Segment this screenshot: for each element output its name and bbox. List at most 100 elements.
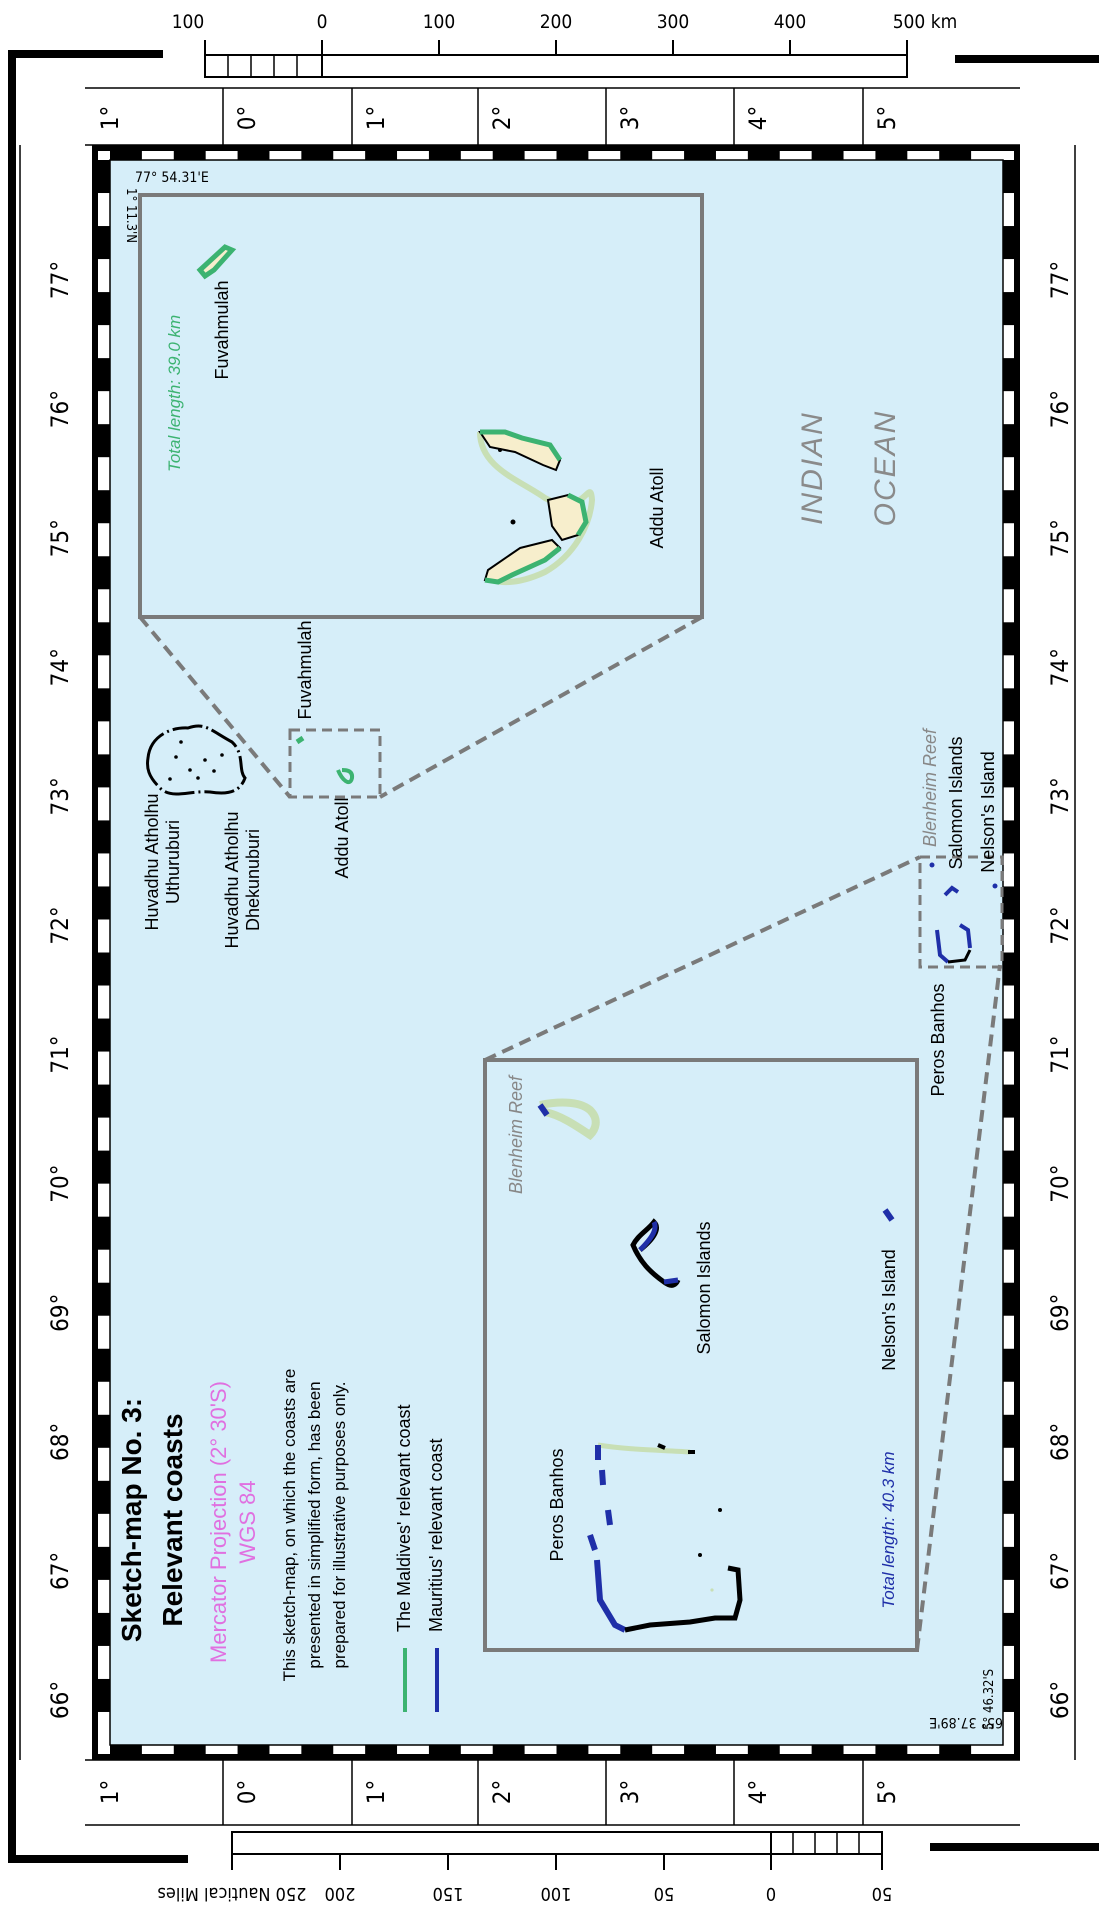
lon-label-left: 73°: [46, 777, 74, 815]
maldives-inset: Fuvahmulah Addu Atoll Total length: 39.0…: [138, 193, 704, 799]
lat-label-top: 5°: [873, 106, 901, 131]
ocean-label-1: INDIAN: [796, 411, 829, 525]
peros-banhos-shape: [587, 1442, 743, 1633]
map-title-1: Sketch-map No. 3:: [116, 1398, 147, 1642]
nm-tick-5: 0: [766, 1883, 776, 1904]
latitude-strip-bottom: 1° 0° 1° 2° 3° 4° 5°: [85, 1759, 1020, 1826]
lat-label-bottom: 1°: [362, 1780, 390, 1805]
lat-label-bottom: 0°: [233, 1780, 261, 1805]
maldives-total-length: Total length: 39.0 km: [165, 315, 184, 472]
inset-label-nelson: Nelson's Island: [879, 1249, 899, 1371]
longitude-strip-left: 66° 67° 68° 69° 70° 71° 72° 73° 74° 75° 76° 77°: [19, 145, 74, 1760]
label-peros: Peros Banhos: [928, 983, 948, 1096]
lat-label-bottom: 1°: [96, 1780, 124, 1805]
lon-label-left: 74°: [46, 648, 74, 686]
label-huvadhu-south-1: Huvadhu Atholhu: [222, 811, 242, 948]
nelsons-island-shape: [882, 1208, 895, 1222]
inset-label-fuvahmulah: Fuvahmulah: [212, 280, 232, 379]
blenheim-reef-shape: [537, 1098, 600, 1141]
note-line-2: presented in simplified form, has been: [305, 1381, 324, 1668]
lat-label-top: 4°: [744, 106, 772, 131]
km-tick-0: 100: [172, 11, 205, 33]
label-huvadhu-north-1: Huvadhu Atholhu: [142, 793, 162, 930]
km-tick-5: 400: [774, 11, 807, 33]
chagos-main: [918, 855, 1004, 969]
corner-lon-bottom-right: 65° 37.89'E: [929, 1714, 1003, 1730]
lon-label-left: 67°: [46, 1552, 74, 1590]
lon-label-left: 69°: [46, 1294, 74, 1332]
lat-label-top: 2°: [488, 106, 516, 131]
datum-label: WGS 84: [235, 1480, 260, 1563]
label-salomon: Salomon Islands: [946, 736, 966, 869]
nm-tick-1: 200: [325, 1883, 356, 1904]
label-fuvahmulah: Fuvahmulah: [295, 620, 315, 719]
label-huvadhu-south-2: Dhekunuburi: [243, 829, 263, 931]
legend: The Maldives' relevant coast Mauritius' …: [394, 1404, 446, 1712]
km-tick-6: 500 km: [893, 11, 958, 33]
lon-label-left: 72°: [46, 906, 74, 944]
legend-label-maldives: The Maldives' relevant coast: [394, 1404, 414, 1632]
lat-label-bottom: 3°: [616, 1780, 644, 1805]
chagos-total-length: Total length: 40.3 km: [879, 1451, 898, 1608]
inset-label-peros: Peros Banhos: [547, 1448, 567, 1561]
huvadhu-atoll: [146, 724, 247, 796]
lat-label-top: 3°: [616, 106, 644, 131]
lon-label-right: 77°: [1046, 261, 1074, 299]
corner-lon-top-left: 77° 54.31'E: [135, 170, 209, 186]
nm-tick-6: 50: [872, 1883, 893, 1904]
corner-lat-top-left: 1° 11.3'N: [123, 188, 138, 243]
note-line-3: prepared for illustrative purposes only.: [330, 1382, 349, 1669]
legend-label-mauritius: Mauritius' relevant coast: [426, 1438, 446, 1632]
lat-label-bottom: 2°: [488, 1780, 516, 1805]
nm-tick-4: 50: [654, 1883, 675, 1904]
title-block: Sketch-map No. 3: Relevant coasts Mercat…: [116, 1369, 349, 1682]
lon-label-right: 73°: [1046, 777, 1074, 815]
salomon-islands-shape: [630, 1218, 681, 1288]
lat-label-bottom: 5°: [873, 1780, 901, 1805]
inset-label-salomon: Salomon Islands: [694, 1221, 714, 1354]
maldives-inset-locator: [288, 728, 382, 799]
longitude-strip-right: 66° 67° 68° 69° 70° 71° 72° 73° 74° 75° 76° 77°: [1046, 145, 1076, 1760]
label-nelson: Nelson's Island: [978, 751, 998, 873]
label-addu: Addu Atoll: [332, 797, 352, 878]
addu-marker: [336, 768, 355, 785]
map-title-2: Relevant coasts: [157, 1413, 188, 1626]
km-tick-2: 100: [423, 11, 456, 33]
label-blenheim: Blenheim Reef: [920, 727, 940, 847]
lat-label-top: 1°: [362, 106, 390, 131]
km-tick-4: 300: [657, 11, 690, 33]
fuvahmulah-marker: [295, 735, 305, 745]
lat-label-top: 0°: [233, 106, 261, 131]
lon-label-right: 66°: [1046, 1681, 1074, 1719]
chagos-inset: Blenheim Reef Salomon Islands Nelson's I…: [483, 855, 1002, 1652]
km-scale-bar: 100 0 100 200 300 400 500 km: [172, 11, 958, 78]
projection-label: Mercator Projection (2° 30'S): [206, 1381, 231, 1663]
km-tick-1: 0: [317, 11, 328, 33]
corner-lat-bottom-right: 5° 46.32'S: [982, 1669, 997, 1730]
lon-label-right: 72°: [1046, 906, 1074, 944]
lon-label-left: 66°: [46, 1681, 74, 1719]
lon-label-left: 76°: [46, 390, 74, 428]
ocean-label-2: OCEAN: [869, 410, 902, 527]
fuvahmulah-island: [196, 244, 237, 280]
lon-label-right: 68°: [1046, 1423, 1074, 1461]
inset-label-blenheim: Blenheim Reef: [506, 1074, 526, 1194]
lon-label-left: 70°: [46, 1165, 74, 1203]
lon-label-right: 71°: [1046, 1035, 1074, 1073]
nm-tick-0: 250 Nautical Miles: [157, 1883, 306, 1904]
lon-label-right: 67°: [1046, 1552, 1074, 1590]
chagos-inset-locator: [918, 855, 1004, 969]
lon-label-left: 71°: [46, 1035, 74, 1073]
lon-label-right: 76°: [1046, 390, 1074, 428]
label-huvadhu-north-2: Uthuruburi: [163, 820, 183, 904]
nm-scale-bar: 250 Nautical Miles 200 150 100 50 0 50: [157, 1831, 893, 1904]
inset-label-addu: Addu Atoll: [647, 467, 667, 548]
lon-label-left: 75°: [46, 519, 74, 557]
km-tick-3: 200: [540, 11, 573, 33]
lat-label-bottom: 4°: [744, 1780, 772, 1805]
lon-label-right: 74°: [1046, 648, 1074, 686]
lon-label-left: 68°: [46, 1423, 74, 1461]
lon-label-left: 77°: [46, 261, 74, 299]
outer-frame: [8, 50, 1099, 1863]
